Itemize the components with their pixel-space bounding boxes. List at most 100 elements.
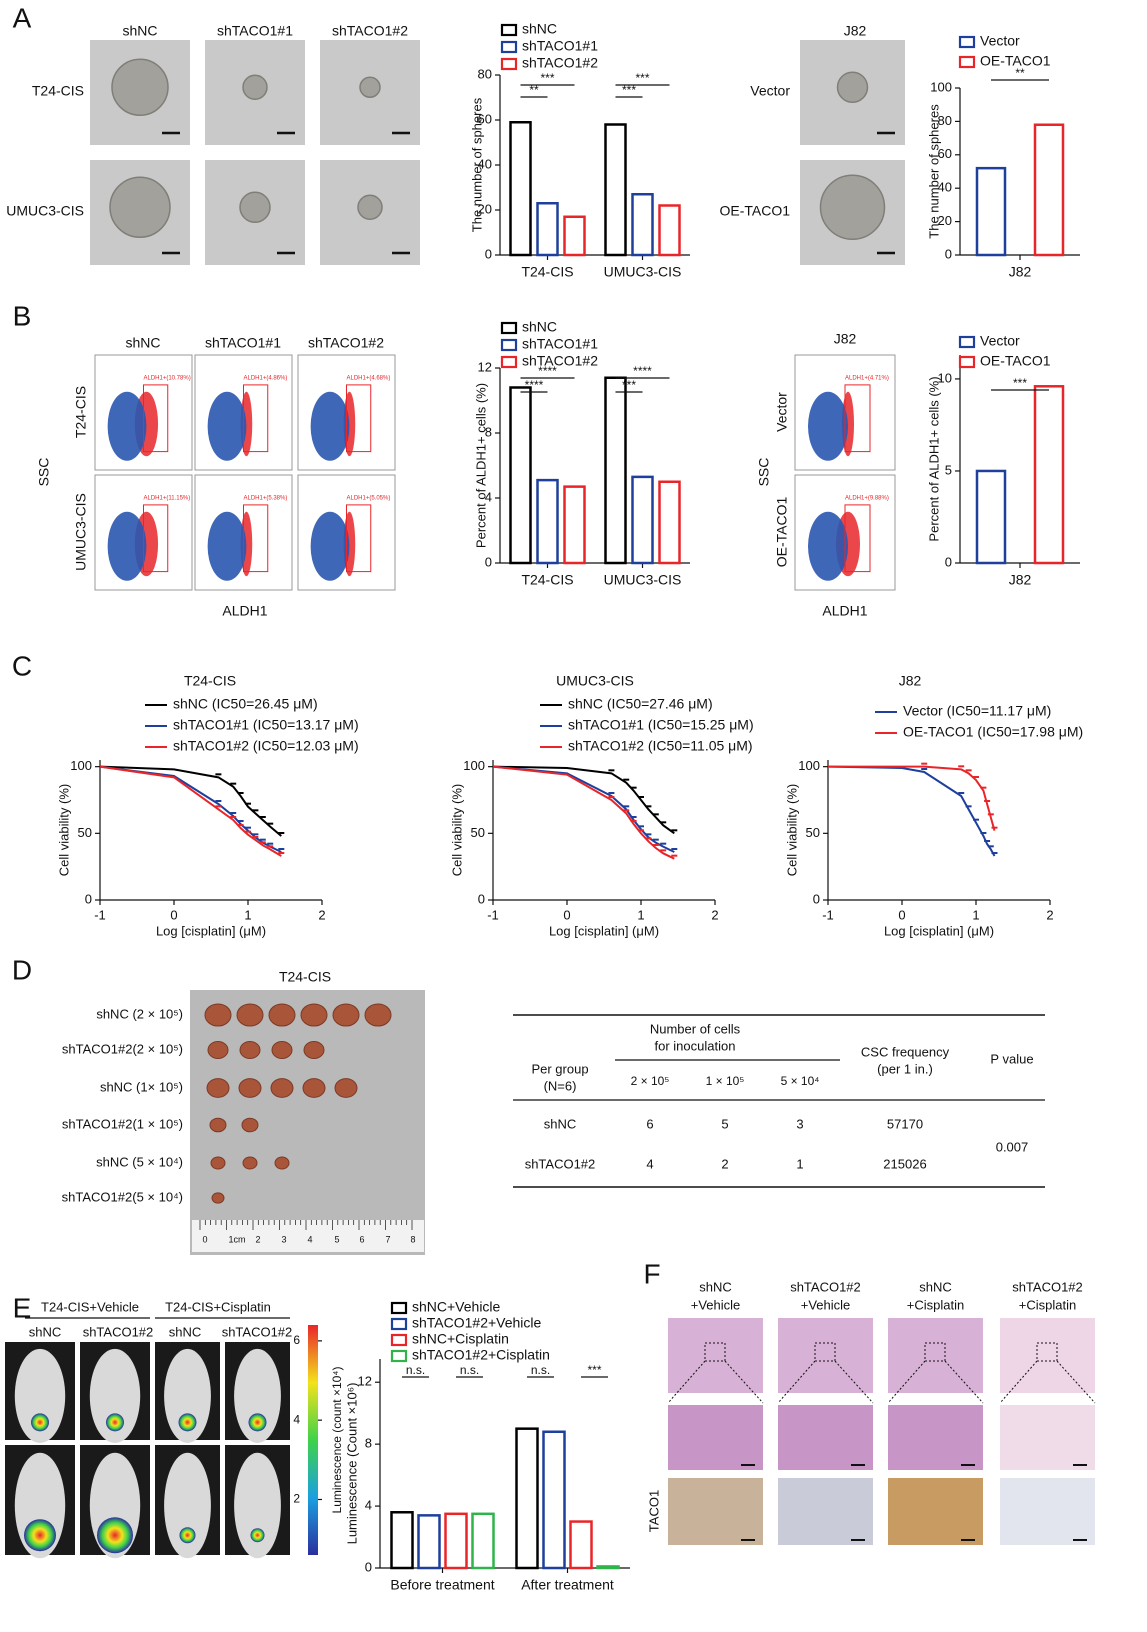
column-label: shTACO1#2 [332, 23, 408, 39]
bli-signal [97, 1517, 133, 1554]
table-header: 1 × 10⁵ [706, 1074, 745, 1088]
gate-label: ALDH1+(5.05%) [347, 496, 391, 502]
tumor [270, 1078, 294, 1098]
legend-label: shNC [522, 21, 557, 37]
row-label: TACO1 [646, 1490, 661, 1532]
y-axis-label: Percent of ALDH1+ cells (%) [926, 376, 941, 541]
tumor [242, 1156, 258, 1170]
panel-label: A [13, 2, 32, 33]
bar [515, 1427, 539, 1570]
row-label: shTACO1#2(1 × 10⁵) [62, 1116, 183, 1131]
column-label: +Vehicle [801, 1297, 851, 1312]
y-tick-label: 100 [798, 758, 820, 773]
y-tick-label: 4 [365, 1498, 372, 1513]
table-cell: 4 [646, 1156, 653, 1171]
panel-label: D [12, 954, 32, 985]
legend-label: shNC (IC50=26.45 μM) [173, 696, 318, 712]
bar [417, 1514, 441, 1570]
legend-swatch [500, 321, 518, 335]
legend-label: shTACO1#1 (IC50=13.17 μM) [173, 717, 359, 733]
x-tick-label: 0 [563, 907, 570, 922]
bar [604, 123, 627, 257]
legend-swatch [500, 355, 518, 369]
y-tick-label: 20 [938, 213, 952, 228]
bar [563, 485, 586, 565]
bar [509, 121, 532, 257]
y-axis-label: Luminescence (Count ×10⁶) [344, 1383, 359, 1545]
mouse [164, 1452, 211, 1559]
significance-label: *** [587, 1363, 601, 1377]
column-label: +Vehicle [691, 1297, 741, 1312]
column-label: shNC [125, 335, 160, 351]
y-tick-label: 0 [485, 554, 492, 569]
y-tick-label: 100 [463, 758, 485, 773]
curve [99, 765, 282, 857]
y-tick-label: 8 [365, 1436, 372, 1451]
bar [658, 204, 681, 257]
x-tick-label: J82 [1009, 572, 1032, 588]
bli-signal [250, 1528, 265, 1543]
legend-swatch [390, 1349, 408, 1363]
significance-label: **** [633, 364, 652, 378]
x-tick-label: 2 [711, 907, 718, 922]
mouse [164, 1348, 211, 1443]
table-cell: 0.007 [996, 1139, 1029, 1154]
y-tick-label: 50 [78, 825, 92, 840]
legend-label: shTACO1#2 (IC50=11.05 μM) [568, 738, 753, 754]
zoom-line [724, 1360, 764, 1404]
legend-label: shNC+Vehicle [412, 1299, 501, 1315]
table-cell: shTACO1#2 [525, 1156, 596, 1171]
tumor [241, 1117, 259, 1133]
bli-signal [179, 1527, 196, 1544]
colorbar [308, 1325, 318, 1555]
row-label: UMUC3-CIS [73, 493, 89, 571]
ruler-label: 2 [255, 1234, 260, 1244]
x-tick-label: J82 [1009, 264, 1032, 280]
group-label: T24-CIS+Cisplatin [165, 1299, 271, 1314]
x-tick-label: 1 [972, 907, 979, 922]
legend-swatch [390, 1333, 408, 1347]
significance-label: n.s. [460, 1363, 479, 1377]
axis-label: ALDH1 [822, 603, 867, 619]
ruler-label: 1cm [228, 1234, 245, 1244]
flow-cloud-blue [207, 511, 247, 581]
bli-signal [106, 1413, 124, 1432]
column-label: shNC [699, 1279, 732, 1294]
row-label: shNC (1× 10⁵) [100, 1079, 183, 1094]
row-label: shNC (5 × 10⁴) [96, 1154, 183, 1169]
column-label: shTACO1#2 [1012, 1279, 1083, 1294]
mouse [14, 1348, 66, 1443]
he-low [778, 1318, 873, 1393]
zoom-box [704, 1342, 726, 1362]
flow-gate [143, 384, 169, 453]
column-label: shTACO1#1 [217, 23, 293, 39]
ruler-label: 0 [202, 1234, 207, 1244]
table-cell: 1 [796, 1156, 803, 1171]
x-tick-label: -1 [487, 907, 499, 922]
panel-label: E [13, 1292, 32, 1323]
table-cell: 215026 [883, 1156, 926, 1171]
legend-label: Vector [980, 333, 1020, 349]
zoom-line [667, 1360, 706, 1404]
row-label: UMUC3-CIS [6, 203, 84, 219]
bar [975, 166, 1007, 257]
y-axis-label: Cell viability (%) [56, 784, 71, 876]
flow-cloud-blue [107, 511, 147, 581]
bar [509, 386, 532, 565]
flow-gate [844, 504, 871, 573]
significance-label: *** [635, 71, 649, 85]
x-tick-label: 2 [318, 907, 325, 922]
column-label: shTACO1#2 [790, 1279, 861, 1294]
sphere [111, 58, 169, 116]
ruler-label: 3 [281, 1234, 286, 1244]
tumor [206, 1078, 230, 1098]
row-label: shTACO1#2(5 × 10⁴) [62, 1189, 183, 1204]
zoom-line [1056, 1360, 1096, 1404]
y-tick-label: 80 [478, 66, 492, 81]
bar [604, 376, 627, 565]
x-tick-label: 1 [244, 907, 251, 922]
table-cell: shNC [544, 1116, 577, 1131]
sphere [357, 194, 383, 220]
bar [631, 193, 654, 257]
